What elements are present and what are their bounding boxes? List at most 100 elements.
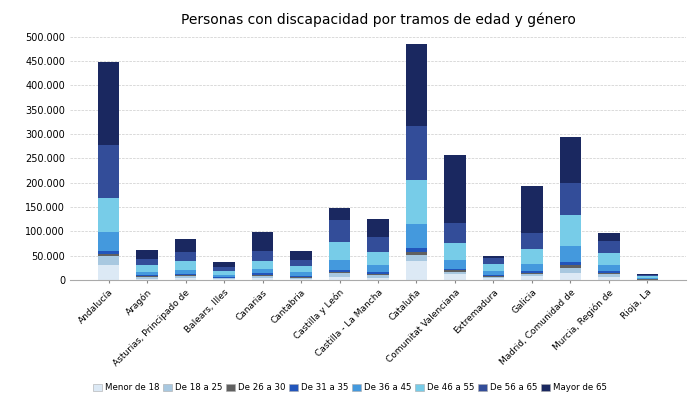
Bar [290,278,312,279]
Bar [252,232,273,251]
Bar [368,275,388,278]
Bar [406,126,427,180]
Bar [483,278,504,280]
Bar [175,274,196,275]
Bar [136,277,158,278]
Bar [444,268,466,270]
Bar [252,261,273,269]
Bar [598,274,620,276]
Bar [637,276,658,278]
Bar [406,260,427,280]
Bar [290,250,312,260]
Bar [290,276,312,277]
Bar [175,270,196,274]
Bar [214,262,235,267]
Bar [444,243,466,260]
Bar [329,260,350,270]
Bar [483,275,504,276]
Bar [98,251,119,254]
Bar [98,266,119,280]
Bar [598,241,620,253]
Bar [290,266,312,272]
Bar [598,273,620,274]
Bar [444,270,466,272]
Bar [483,277,504,278]
Bar [98,198,119,232]
Bar [560,137,581,183]
Bar [175,278,196,280]
Bar [560,262,581,266]
Bar [444,260,466,268]
Bar [214,279,235,280]
Bar [136,278,158,280]
Bar [214,271,235,275]
Bar [368,237,388,252]
Bar [560,215,581,246]
Title: Personas con discapacidad por tramos de edad y género: Personas con discapacidad por tramos de … [181,12,575,27]
Bar [98,145,119,198]
Bar [406,252,427,255]
Bar [214,267,235,271]
Bar [598,253,620,265]
Bar [175,275,196,276]
Bar [598,265,620,271]
Bar [368,219,388,237]
Bar [560,246,581,262]
Bar [560,183,581,215]
Bar [136,272,158,275]
Bar [329,272,350,273]
Bar [598,233,620,241]
Bar [136,259,158,266]
Bar [252,269,273,274]
Bar [290,277,312,278]
Bar [598,276,620,280]
Bar [637,274,658,276]
Bar [98,254,119,256]
Bar [406,248,427,252]
Bar [136,250,158,259]
Bar [368,278,388,280]
Bar [444,223,466,243]
Bar [483,258,504,264]
Bar [444,155,466,223]
Bar [329,208,350,220]
Bar [329,273,350,276]
Bar [560,266,581,268]
Bar [522,276,542,280]
Bar [98,256,119,266]
Bar [444,274,466,280]
Bar [522,273,542,274]
Bar [522,186,542,233]
Bar [175,261,196,270]
Bar [136,266,158,272]
Bar [175,276,196,278]
Legend: Menor de 18, De 18 a 25, De 26 a 30, De 31 a 35, De 36 a 45, De 46 a 55, De 56 a: Menor de 18, De 18 a 25, De 26 a 30, De … [90,380,610,396]
Bar [406,180,427,224]
Bar [368,274,388,275]
Bar [252,276,273,278]
Bar [522,264,542,271]
Bar [560,268,581,273]
Bar [98,62,119,145]
Bar [522,249,542,264]
Bar [483,264,504,272]
Bar [522,274,542,276]
Bar [329,242,350,260]
Bar [252,251,273,261]
Bar [175,252,196,261]
Bar [522,271,542,273]
Bar [406,255,427,260]
Bar [483,272,504,275]
Bar [252,274,273,275]
Bar [329,276,350,280]
Bar [598,271,620,273]
Bar [444,272,466,274]
Bar [136,276,158,277]
Bar [483,276,504,277]
Bar [252,278,273,280]
Bar [252,275,273,276]
Bar [290,279,312,280]
Bar [406,44,427,126]
Bar [214,275,235,277]
Bar [329,270,350,272]
